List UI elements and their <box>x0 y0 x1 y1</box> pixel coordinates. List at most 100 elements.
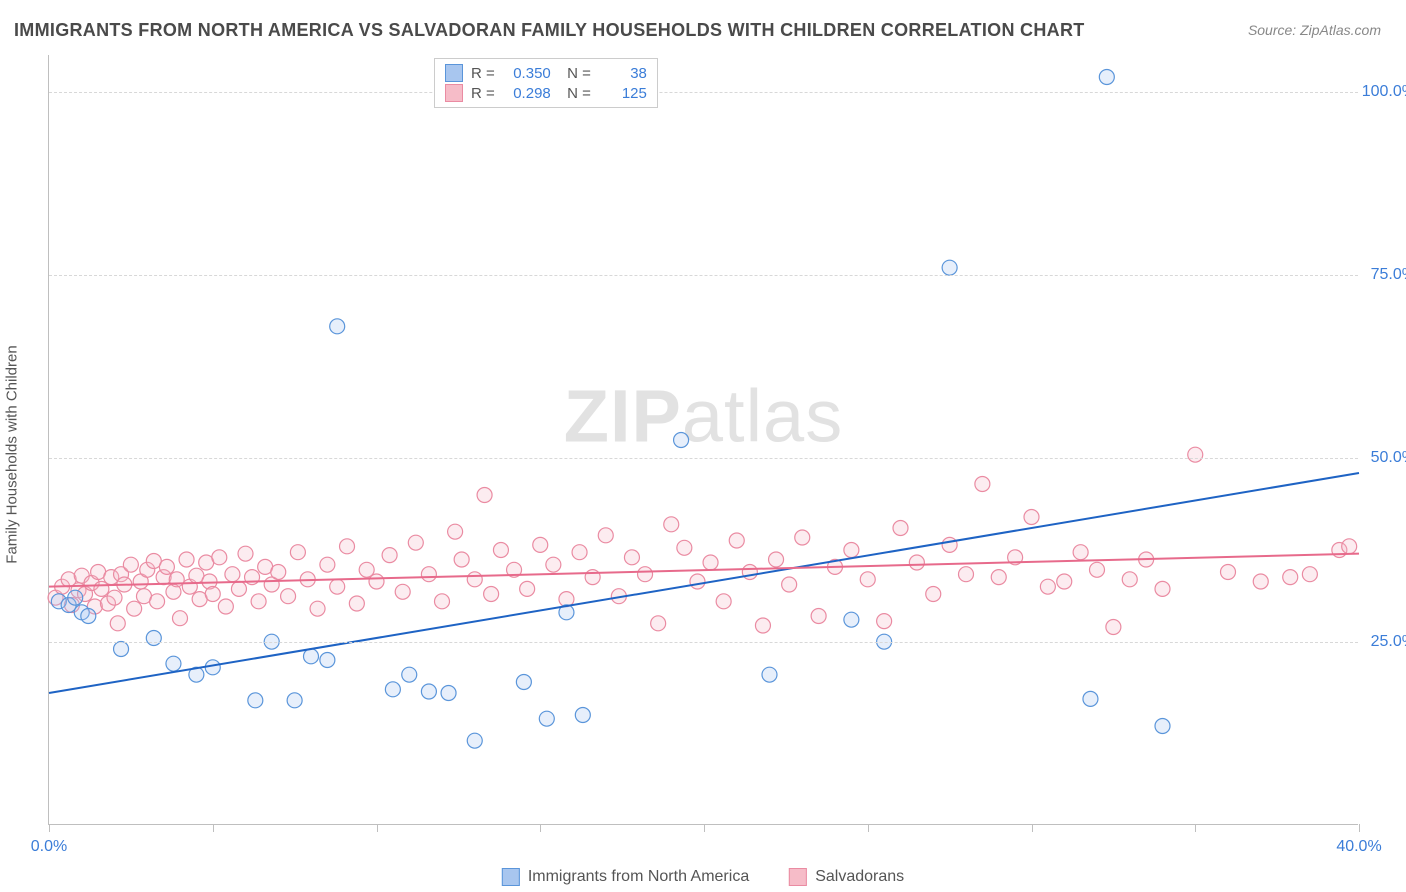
data-point <box>251 594 266 609</box>
legend-item: Immigrants from North America <box>502 868 749 886</box>
legend-row: R =0.298 N =125 <box>445 83 647 103</box>
plot-area: ZIPatlas 25.0%50.0%75.0%100.0%0.0%40.0% <box>48 55 1358 825</box>
legend-item: Salvadorans <box>789 868 904 886</box>
data-point <box>598 528 613 543</box>
data-point <box>703 555 718 570</box>
data-point <box>638 567 653 582</box>
data-point <box>330 579 345 594</box>
data-point <box>546 557 561 572</box>
x-tick-label: 40.0% <box>1336 838 1381 856</box>
legend-r-value: 0.350 <box>503 65 551 82</box>
data-point <box>467 733 482 748</box>
data-point <box>539 711 554 726</box>
data-point <box>114 642 129 657</box>
data-point <box>1040 579 1055 594</box>
data-point <box>281 589 296 604</box>
x-tick-mark <box>540 824 541 832</box>
x-tick-mark <box>868 824 869 832</box>
data-point <box>408 535 423 550</box>
data-point <box>107 590 122 605</box>
x-tick-mark <box>1359 824 1360 832</box>
data-point <box>1283 570 1298 585</box>
data-point <box>624 550 639 565</box>
data-point <box>520 581 535 596</box>
data-point <box>290 545 305 560</box>
data-point <box>769 552 784 567</box>
data-point <box>320 653 335 668</box>
data-point <box>893 521 908 536</box>
data-point <box>248 693 263 708</box>
data-point <box>1122 572 1137 587</box>
data-point <box>844 543 859 558</box>
data-point <box>575 708 590 723</box>
data-point <box>1155 719 1170 734</box>
x-tick-mark <box>1195 824 1196 832</box>
data-point <box>795 530 810 545</box>
data-point <box>942 260 957 275</box>
x-tick-mark <box>49 824 50 832</box>
data-point <box>173 611 188 626</box>
data-point <box>1221 565 1236 580</box>
data-point <box>1083 691 1098 706</box>
x-tick-label: 0.0% <box>31 838 67 856</box>
data-point <box>330 319 345 334</box>
x-tick-mark <box>704 824 705 832</box>
data-point <box>742 565 757 580</box>
data-point <box>382 548 397 563</box>
data-point <box>516 675 531 690</box>
legend-r-label: R = <box>471 85 495 102</box>
correlation-legend: R = 0.350 N = 38R =0.298 N =125 <box>434 58 658 108</box>
legend-series-label: Immigrants from North America <box>528 868 749 886</box>
data-point <box>150 594 165 609</box>
data-point <box>674 433 689 448</box>
data-point <box>179 552 194 567</box>
data-point <box>395 584 410 599</box>
data-point <box>225 567 240 582</box>
data-point <box>448 524 463 539</box>
data-point <box>755 618 770 633</box>
data-point <box>231 581 246 596</box>
data-point <box>716 594 731 609</box>
data-point <box>909 555 924 570</box>
gridline <box>49 275 1358 276</box>
data-point <box>975 477 990 492</box>
gridline <box>49 458 1358 459</box>
chart-title: IMMIGRANTS FROM NORTH AMERICA VS SALVADO… <box>14 20 1085 41</box>
legend-swatch <box>789 868 807 886</box>
data-point <box>127 601 142 616</box>
data-point <box>533 537 548 552</box>
data-point <box>1342 539 1357 554</box>
x-tick-mark <box>1032 824 1033 832</box>
y-tick-label: 75.0% <box>1371 266 1406 284</box>
source-attribution: Source: ZipAtlas.com <box>1248 22 1381 38</box>
plot-svg <box>49 55 1358 824</box>
data-point <box>421 684 436 699</box>
data-point <box>844 612 859 627</box>
data-point <box>877 614 892 629</box>
data-point <box>1106 620 1121 635</box>
correlation-chart: IMMIGRANTS FROM NORTH AMERICA VS SALVADO… <box>0 0 1406 892</box>
gridline <box>49 642 1358 643</box>
legend-n-value: 38 <box>599 65 647 82</box>
data-point <box>123 557 138 572</box>
data-point <box>435 594 450 609</box>
data-point <box>467 572 482 587</box>
data-point <box>349 596 364 611</box>
legend-series-label: Salvadorans <box>815 868 904 886</box>
data-point <box>860 572 875 587</box>
data-point <box>477 488 492 503</box>
data-point <box>110 616 125 631</box>
legend-n-label: N = <box>559 65 591 82</box>
x-tick-mark <box>213 824 214 832</box>
data-point <box>651 616 666 631</box>
data-point <box>1253 574 1268 589</box>
data-point <box>287 693 302 708</box>
data-point <box>1099 70 1114 85</box>
data-point <box>991 570 1006 585</box>
legend-swatch <box>502 868 520 886</box>
y-axis-label: Family Households with Children <box>4 345 21 563</box>
data-point <box>942 537 957 552</box>
data-point <box>159 559 174 574</box>
data-point <box>782 577 797 592</box>
series-legend: Immigrants from North America Salvadorans <box>502 868 904 886</box>
